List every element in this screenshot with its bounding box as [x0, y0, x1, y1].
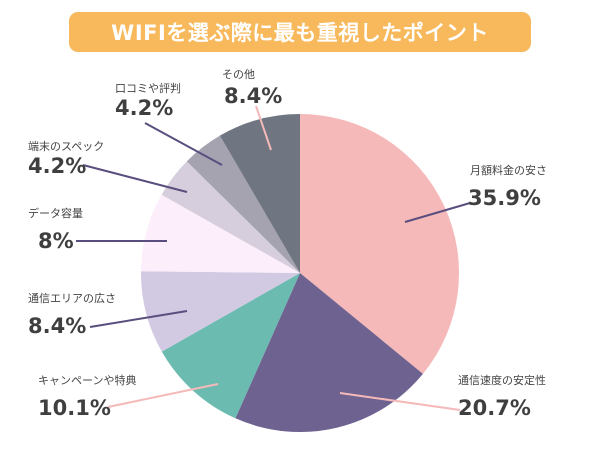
leader-line: [339, 392, 461, 411]
leader-line: [107, 383, 219, 408]
pie-slice: [141, 271, 300, 352]
pie-slice: [235, 273, 423, 432]
slice-label: 端末のスペック: [28, 140, 105, 153]
slice-label: 通信エリアの広さ: [28, 292, 116, 305]
slice-percent-label: 8%: [38, 229, 74, 253]
slice-percent-label: 4.2%: [28, 154, 87, 178]
leader-line: [144, 122, 223, 166]
pie-slice: [161, 161, 300, 273]
slice-percent-label: 8.4%: [28, 314, 87, 338]
pie-slice: [186, 135, 300, 273]
leader-line: [404, 202, 471, 223]
slice-percent-label: 4.2%: [115, 96, 174, 120]
slice-percent-label: 20.7%: [458, 396, 531, 420]
slice-label: 月額料金の安さ: [470, 164, 547, 177]
slice-label: 通信速度の安定性: [458, 374, 546, 387]
slice-label: その他: [222, 68, 255, 81]
leader-line: [255, 105, 272, 151]
pie-slice: [300, 114, 459, 374]
slice-label: データ容量: [28, 207, 83, 220]
pie-slice: [161, 273, 300, 419]
slice-percent-label: 35.9%: [468, 186, 541, 210]
pie-slice: [219, 114, 300, 273]
pie-slice: [141, 194, 300, 273]
slice-label: 口コミや評判: [115, 82, 181, 95]
slice-percent-label: 8.4%: [224, 84, 283, 108]
slice-label: キャンペーンや特典: [38, 374, 137, 387]
leader-line: [89, 310, 188, 328]
leader-line: [82, 164, 188, 193]
chart-title: WIFIを選ぶ際に最も重視したポイント: [69, 12, 531, 52]
slice-percent-label: 10.1%: [38, 396, 111, 420]
